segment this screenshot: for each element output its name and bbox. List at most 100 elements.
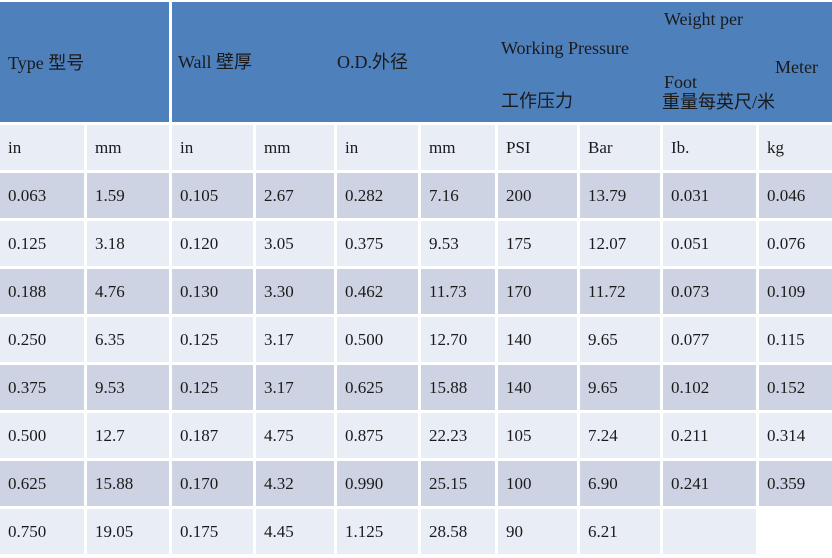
table-cell: 12.70 [421,317,495,362]
table-cell: 100 [498,461,577,506]
table-cell: 3.18 [87,221,169,266]
table-cell: 200 [498,173,577,218]
table-cell: 7.16 [421,173,495,218]
header-wall-label: Wall 壁厚 [178,52,253,72]
table-cell: 0.115 [759,317,832,362]
table-cell: 0.102 [663,365,756,410]
table-cell: 0.105 [172,173,253,218]
column-header-lb: Ib. [663,125,756,170]
table-cell: 12.07 [580,221,660,266]
table-cell: 0.076 [759,221,832,266]
table-cell: 0.211 [663,413,756,458]
table-cell: 9.65 [580,365,660,410]
table-cell: 0.125 [172,365,253,410]
table-cell: 0.152 [759,365,832,410]
table-cell: 1.59 [87,173,169,218]
table-cell: 0.109 [759,269,832,314]
table-cell: 9.65 [580,317,660,362]
table-cell: 4.32 [256,461,334,506]
table-cell: 0.990 [337,461,418,506]
table-cell: 0.175 [172,509,253,554]
table-cell: 6.35 [87,317,169,362]
table-cell: 13.79 [580,173,660,218]
table-cell: 4.45 [256,509,334,554]
table-cell: 0.314 [759,413,832,458]
table-cell: 0.120 [172,221,253,266]
column-header-psi: PSI [498,125,577,170]
table-cell: 11.72 [580,269,660,314]
header-groups: Wall 壁厚 O.D.外径 Working Pressure 工作压力 Wei… [172,2,832,122]
table-cell: 0.031 [663,173,756,218]
table-cell: 0.187 [172,413,253,458]
column-header-bar: Bar [580,125,660,170]
table-cell: 140 [498,365,577,410]
table-cell: 6.90 [580,461,660,506]
table-cell: 0.188 [0,269,84,314]
table-cell: 28.58 [421,509,495,554]
table-cell: 15.88 [87,461,169,506]
table-cell: 6.21 [580,509,660,554]
table-cell: 0.750 [0,509,84,554]
table-cell: 0.375 [0,365,84,410]
table-cell: 9.53 [421,221,495,266]
header-foot-label: Foot [664,72,698,92]
table-cell: 1.125 [337,509,418,554]
table-cell: 11.73 [421,269,495,314]
column-header-in-od: in [337,125,418,170]
table-cell: 170 [498,269,577,314]
table-cell: 0.359 [759,461,832,506]
table-cell: 19.05 [87,509,169,554]
table-cell: 0.063 [0,173,84,218]
table-cell: 15.88 [421,365,495,410]
table-cell: 2.67 [256,173,334,218]
table-cell: 0.500 [0,413,84,458]
column-header-mm-od: mm [421,125,495,170]
header-meter-label: Meter [775,57,818,77]
table-cell: 3.30 [256,269,334,314]
header-weight-cn: 重量每英尺/米 [662,92,776,112]
table-cell: 0.125 [0,221,84,266]
column-header-mm-wall: mm [256,125,334,170]
table-cell: 0.241 [663,461,756,506]
table-cell: 140 [498,317,577,362]
table-cell [759,509,832,554]
table-cell: 0.462 [337,269,418,314]
table-cell: 4.76 [87,269,169,314]
table-cell: 0.077 [663,317,756,362]
table-cell: 0.875 [337,413,418,458]
table-cell: 175 [498,221,577,266]
table-cell: 0.500 [337,317,418,362]
table-cell: 105 [498,413,577,458]
table-cell: 0.250 [0,317,84,362]
column-header-in-type: in [0,125,84,170]
table-cell: 12.7 [87,413,169,458]
table-cell: 0.170 [172,461,253,506]
table-cell: 0.046 [759,173,832,218]
header-type-label: Type 型号 [8,53,85,73]
table-cell: 7.24 [580,413,660,458]
table-cell: 0.625 [0,461,84,506]
header-type: Type 型号 [0,2,169,122]
column-header-in-wall: in [172,125,253,170]
header-od-label: O.D.外径 [337,52,408,72]
table-cell: 3.05 [256,221,334,266]
table-cell: 0.282 [337,173,418,218]
table-cell: 0.073 [663,269,756,314]
table-cell: 0.375 [337,221,418,266]
table-cell: 0.130 [172,269,253,314]
table-cell: 90 [498,509,577,554]
column-header-mm-type: mm [87,125,169,170]
table-cell: 9.53 [87,365,169,410]
table-cell: 4.75 [256,413,334,458]
column-header-kg: kg [759,125,832,170]
table-cell: 3.17 [256,365,334,410]
table-cell [663,509,756,554]
table-cell: 25.15 [421,461,495,506]
table-cell: 0.125 [172,317,253,362]
table-cell: 0.051 [663,221,756,266]
table-cell: 22.23 [421,413,495,458]
header-working-pressure-cn: 工作压力 [501,91,573,111]
table-cell: 0.625 [337,365,418,410]
